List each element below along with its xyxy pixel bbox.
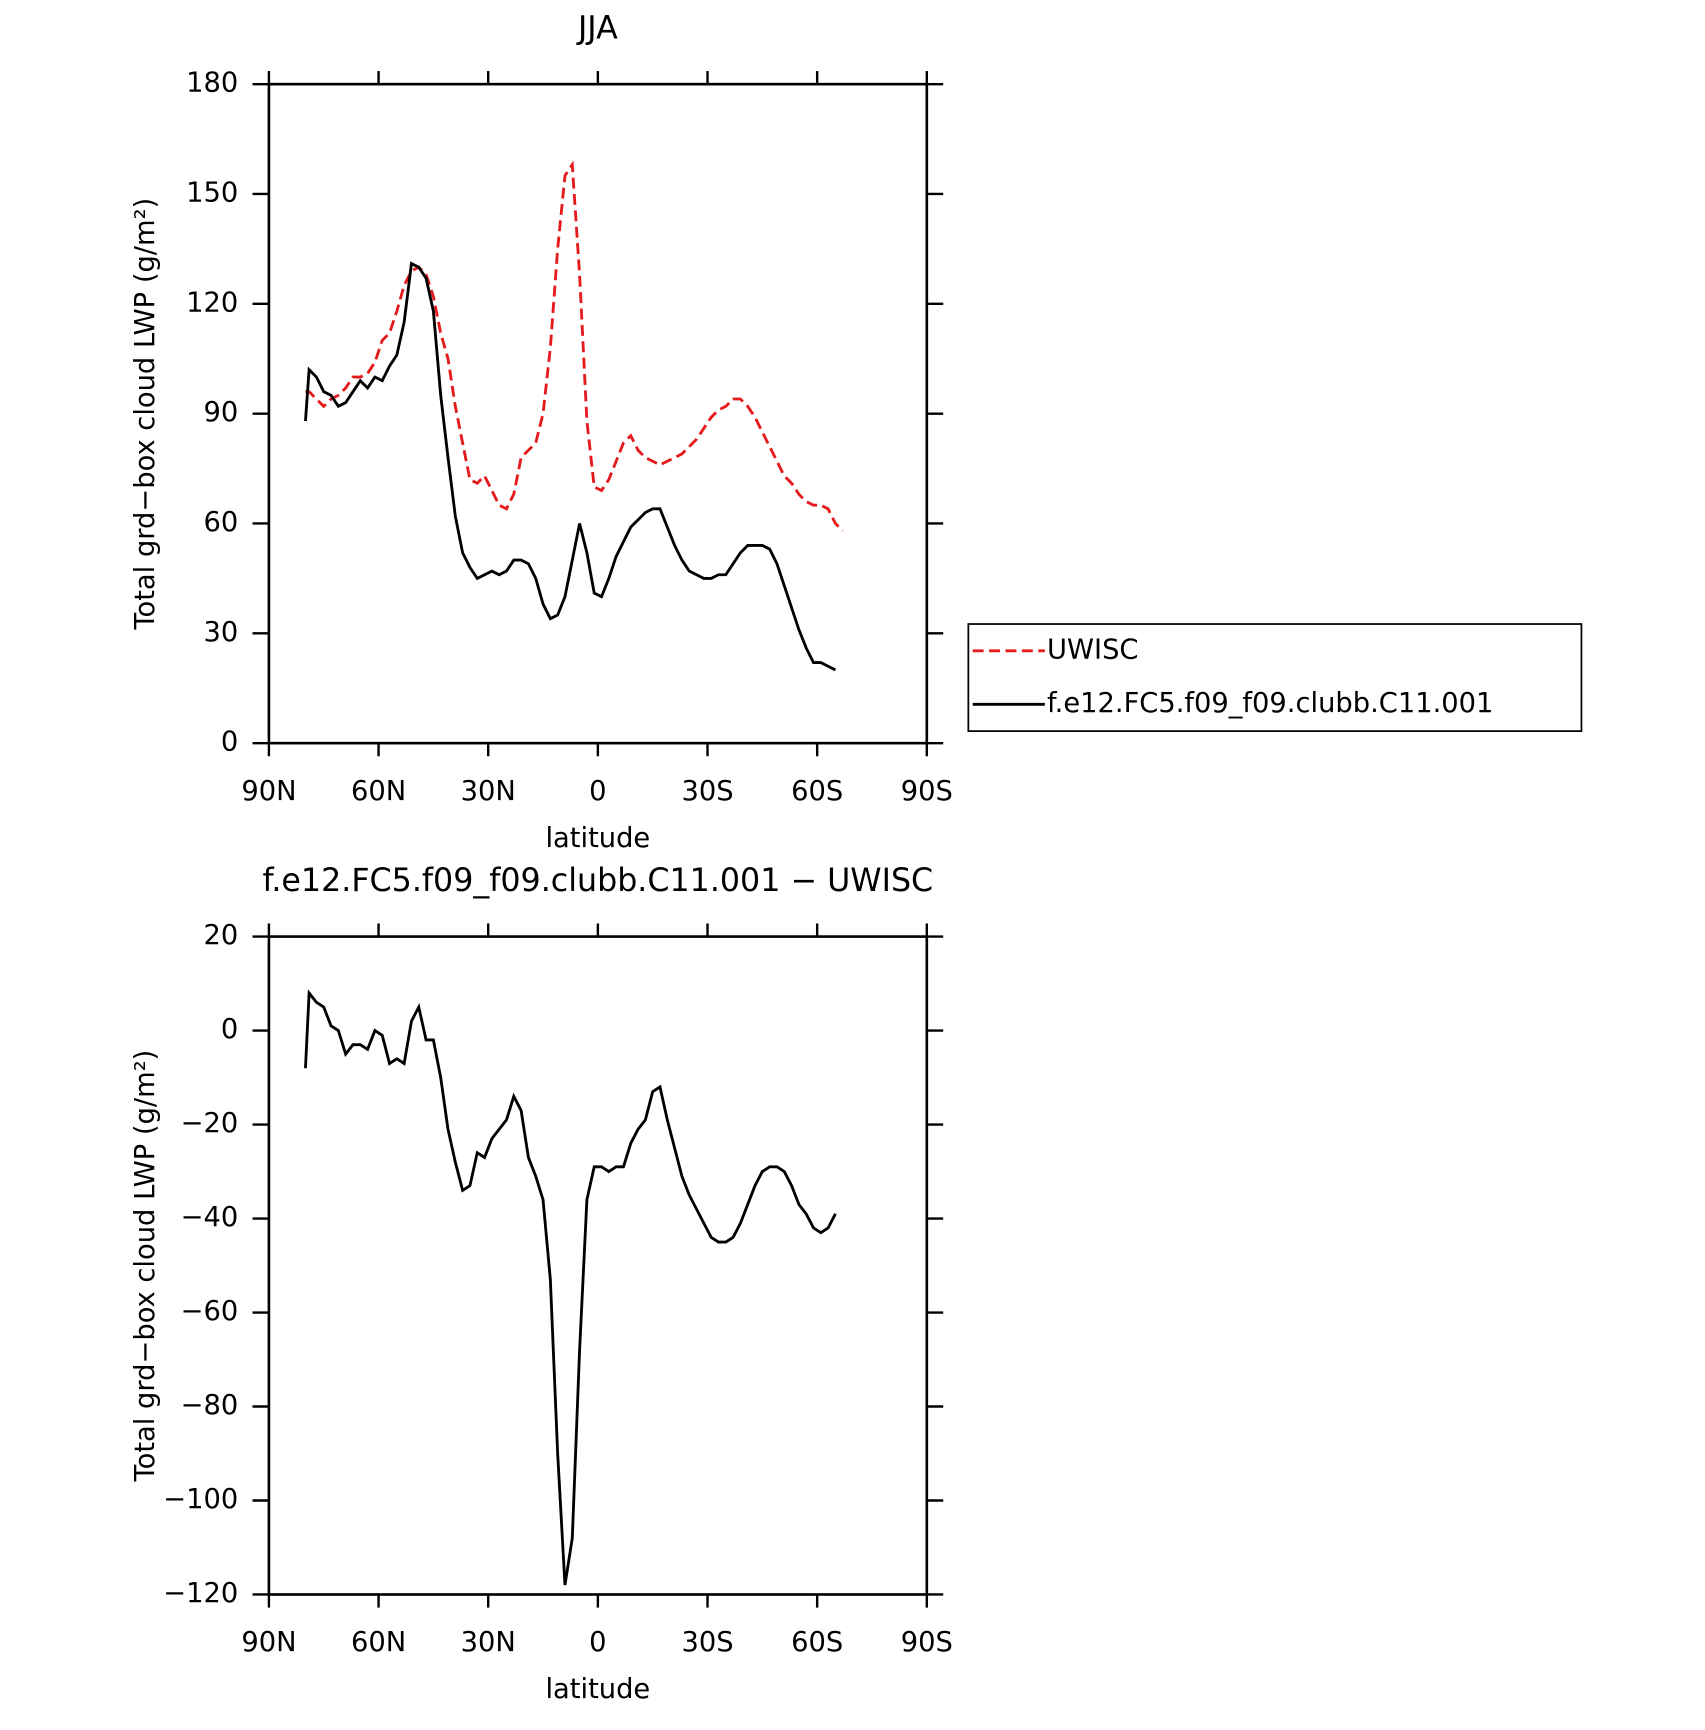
x-tick-label: 90N [241, 1627, 296, 1658]
plot-frame [267, 935, 929, 1596]
y-tick-label: 20 [204, 920, 239, 951]
y-axis-label: Total grd−box cloud LWP (g/m²) [130, 1050, 161, 1483]
x-tick-label: 0 [589, 776, 606, 807]
x-tick-label: 90S [901, 1627, 953, 1658]
y-tick-label: 0 [221, 727, 238, 758]
y-tick-label: 90 [204, 397, 239, 428]
y-tick-label: −20 [181, 1108, 239, 1139]
y-tick-label: −80 [181, 1390, 239, 1421]
y-tick-label: 60 [204, 507, 239, 538]
chart-title: JJA [576, 11, 618, 47]
x-tick-label: 30N [461, 776, 516, 807]
x-tick-label: 30S [681, 776, 733, 807]
y-tick-label: 120 [186, 287, 238, 318]
x-tick-label: 60N [351, 776, 406, 807]
y-tick-label: −60 [181, 1296, 239, 1327]
data-line [304, 989, 837, 1586]
chart-title: f.e12.FC5.f09_f09.clubb.C11.001 − UWISC [263, 863, 934, 899]
y-tick-label: 150 [186, 177, 238, 208]
legend-label: f.e12.FC5.f09_f09.clubb.C11.001 [1047, 688, 1493, 719]
x-tick-label: 90N [241, 776, 296, 807]
x-tick-label: 60S [791, 776, 843, 807]
x-tick-label: 30S [681, 1627, 733, 1658]
x-axis-label: latitude [545, 1674, 650, 1705]
x-tick-label: 30N [461, 1627, 516, 1658]
legend-box [967, 623, 1583, 732]
y-tick-label: −40 [181, 1202, 239, 1233]
x-tick-label: 60S [791, 1627, 843, 1658]
y-tick-label: 30 [204, 617, 239, 648]
x-tick-label: 60N [351, 1627, 406, 1658]
y-tick-label: 0 [221, 1014, 238, 1045]
x-tick-label: 0 [589, 1627, 606, 1658]
data-line [305, 160, 844, 532]
y-tick-label: 180 [186, 68, 238, 99]
y-tick-label: −100 [163, 1484, 238, 1515]
y-axis-label: Total grd−box cloud LWP (g/m²) [130, 198, 161, 631]
x-tick-label: 90S [901, 776, 953, 807]
data-line [304, 261, 837, 672]
x-axis-label: latitude [545, 823, 650, 854]
plot-frame [267, 82, 929, 745]
y-tick-label: −120 [163, 1578, 238, 1609]
legend-label: UWISC [1047, 634, 1138, 665]
